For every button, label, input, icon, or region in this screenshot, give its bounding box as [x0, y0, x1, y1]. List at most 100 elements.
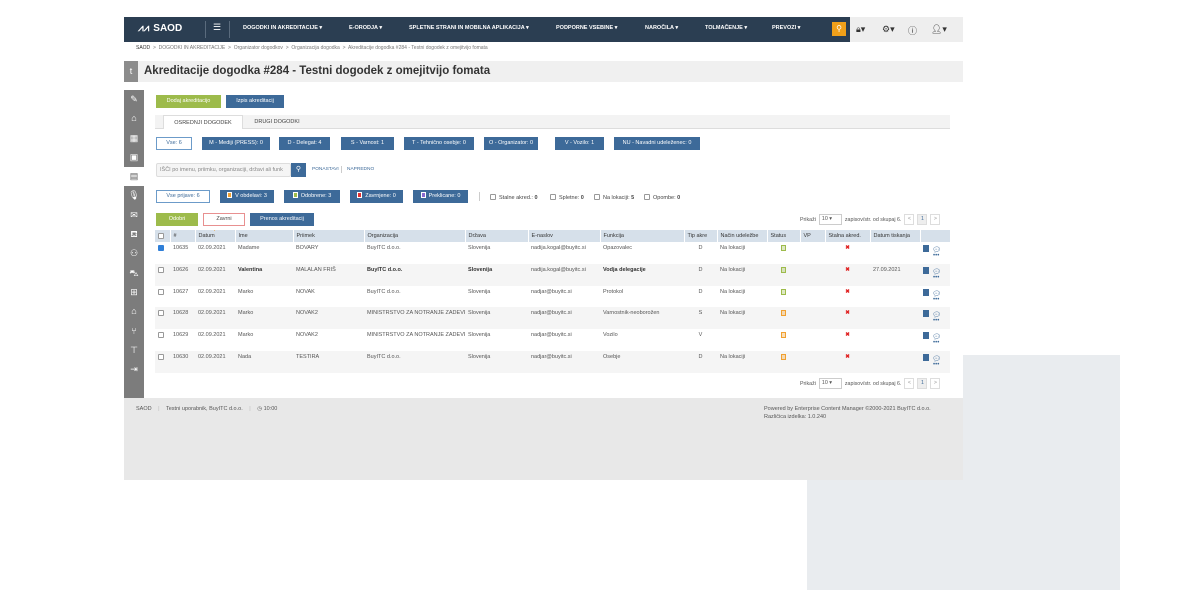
page-1-button[interactable]: 1	[917, 214, 928, 225]
more-icon[interactable]: •••	[933, 274, 940, 281]
table-row[interactable]: 10629 02.09.2021 Marko NOVAK2 MINISTRSTVO ZA…	[155, 329, 950, 351]
badge-icon[interactable]	[923, 266, 929, 274]
status-processing[interactable]: V obdelavi: 3	[220, 190, 274, 203]
row-checkbox[interactable]	[155, 263, 170, 286]
sidebar-toggle-icon[interactable]: t	[124, 61, 138, 82]
footer-user[interactable]: Testni uporabnik, BuyITC d.o.o.	[166, 406, 243, 412]
badge-icon[interactable]	[923, 310, 929, 318]
menu-prevozi[interactable]: PREVOZI ▾	[772, 25, 801, 31]
status-rejected[interactable]: Zavrnjene: 0	[350, 190, 403, 203]
prev-page-button[interactable]: <	[904, 378, 915, 389]
people-icon[interactable]: ⚇	[129, 248, 139, 259]
status-cancelled[interactable]: Preklicane: 0	[413, 190, 468, 203]
tab-osrednji-dogodek[interactable]: OSREDNJI DOGODEK	[163, 115, 243, 129]
status-approved[interactable]: Odobrene: 3	[284, 190, 340, 203]
car-icon[interactable]: ⛍	[129, 267, 139, 278]
more-icon[interactable]: •••	[933, 253, 940, 259]
page-1-button[interactable]: 1	[917, 378, 928, 389]
column-header[interactable]: Datum▼	[195, 230, 236, 242]
signpost-icon[interactable]: ⊤	[130, 344, 138, 355]
filter-organizer[interactable]: O - Organizator: 0	[484, 137, 538, 150]
envelope-icon[interactable]: ✉	[130, 209, 138, 220]
search-icon[interactable]: ⚲	[832, 22, 846, 36]
hamburger-icon[interactable]: ☰	[213, 22, 222, 32]
filter-vehicle[interactable]: V - Vozilo: 1	[555, 137, 604, 150]
lock-icon[interactable]: 🔒︎▾	[856, 24, 866, 34]
column-header[interactable]: Funkcija	[600, 230, 685, 242]
column-header[interactable]: Organizacija	[364, 230, 466, 242]
transfer-button[interactable]: Prenos akreditacij	[250, 213, 314, 226]
table-row[interactable]: 10628 02.09.2021 Marko NOVAK2 MINISTRSTVO ZA…	[155, 307, 950, 330]
comment-icon[interactable]: 💬︎	[932, 312, 941, 320]
filter-technical[interactable]: T - Tehnično osebje: 0	[404, 137, 474, 150]
column-header[interactable]: Način udeležbe	[717, 230, 768, 242]
column-header[interactable]: Priimek	[293, 230, 365, 242]
column-header[interactable]: VP	[800, 230, 826, 242]
house-icon[interactable]: ⌂	[131, 306, 137, 317]
user-icon[interactable]: 👤︎▾	[931, 24, 947, 34]
calculator-icon[interactable]: ▦	[129, 132, 139, 143]
more-icon[interactable]: •••	[933, 361, 940, 368]
microphone-icon[interactable]: 🎙︎	[128, 190, 140, 201]
comment-icon[interactable]: 💬︎	[932, 247, 941, 254]
row-checkbox[interactable]	[155, 286, 170, 308]
row-checkbox[interactable]	[155, 307, 170, 330]
reset-link[interactable]: PONASTAVI	[312, 167, 339, 172]
logo[interactable]: ⩘⩘ SAOD	[138, 23, 183, 34]
checkbox-notes[interactable]: Opombe: 0	[644, 194, 680, 201]
gift-icon[interactable]: ⊞	[130, 286, 138, 297]
more-icon[interactable]: •••	[933, 340, 940, 347]
export-icon[interactable]: ⇥	[130, 364, 138, 375]
column-header[interactable]: Ime	[235, 230, 294, 242]
column-header[interactable]: E-naslov	[528, 230, 601, 242]
menu-podporne-vsebine[interactable]: PODPORNE VSEBINE ▾	[556, 25, 618, 31]
prev-page-button[interactable]: <	[904, 214, 915, 225]
home-icon[interactable]: ⌂	[131, 113, 137, 124]
comment-icon[interactable]: 💬︎	[932, 334, 941, 342]
badge-icon[interactable]	[923, 288, 929, 296]
checkbox-on-location[interactable]: Na lokaciji: 5	[594, 194, 634, 201]
gear-icon[interactable]: ⚙▾	[882, 24, 895, 34]
add-accreditation-button[interactable]: Dodaj akreditacijo	[156, 95, 221, 108]
more-icon[interactable]: •••	[933, 296, 940, 303]
search-button[interactable]: ⚲	[291, 163, 306, 177]
breadcrumb-item[interactable]: Organizator dogodkov	[233, 45, 283, 51]
row-checkbox[interactable]	[155, 329, 170, 351]
filter-media[interactable]: M - Mediji (PRESS): 0	[202, 137, 270, 150]
badge-icon[interactable]	[923, 245, 929, 252]
per-page-select[interactable]: 10 ▾	[818, 214, 842, 225]
menu-dogodki[interactable]: DOGODKI IN AKREDITACIJE ▾	[243, 25, 323, 31]
filter-security[interactable]: S - Varnost: 1	[341, 137, 394, 150]
select-all-checkbox[interactable]	[155, 230, 171, 242]
comment-icon[interactable]: 💬︎	[932, 355, 941, 363]
checkbox-permanent[interactable]: Stalne akred.: 0	[490, 194, 538, 201]
table-row[interactable]: 10627 02.09.2021 Marko NOVAK BuyITC d.o.o. Sl…	[155, 286, 950, 308]
breadcrumb-item[interactable]: DOGODKI IN AKREDITACIJE	[158, 45, 226, 51]
checkbox-online[interactable]: Spletne: 0	[550, 194, 584, 201]
advanced-link[interactable]: NAPREDNO	[347, 167, 375, 172]
filter-delegate[interactable]: D - Delegat: 4	[279, 137, 330, 150]
breadcrumb-item[interactable]: SAOD	[136, 45, 151, 51]
menu-narocila[interactable]: NAROČILA ▾	[645, 25, 679, 31]
restaurant-icon[interactable]: ⑂	[131, 325, 137, 336]
breadcrumb-item[interactable]: Organizacija dogodka	[291, 45, 340, 51]
table-row[interactable]: 10630 02.09.2021 Nada TESTIRA BuyITC d.o.o. S…	[155, 350, 950, 373]
column-header[interactable]: #	[170, 230, 196, 242]
menu-tolmacenje[interactable]: TOLMAČENJE ▾	[705, 25, 748, 31]
wand-icon[interactable]: ✎	[130, 94, 138, 104]
help-icon[interactable]: ⓘ	[908, 26, 918, 36]
search-input[interactable]: IŠČI po imenu, priimku, organizaciji, dr…	[156, 163, 291, 177]
column-header[interactable]: Tip akre	[684, 230, 718, 242]
menu-spletne-strani[interactable]: SPLETNE STRANI IN MOBILNA APLIKACIJA ▾	[409, 25, 529, 31]
column-header[interactable]: Datum tiskanja	[870, 230, 921, 242]
filter-regular[interactable]: NU - Navadni udeleženec: 0	[614, 137, 700, 150]
print-accreditations-button[interactable]: Izpis akreditacij	[226, 95, 284, 108]
tab-drugi-dogodki[interactable]: DRUGI DOGODKI	[254, 119, 300, 125]
column-header[interactable]: Status	[767, 230, 801, 242]
next-page-button[interactable]: >	[930, 214, 941, 225]
table-row[interactable]: 10635 02.09.2021 Madame BOVARY BuyITC d.o.o.…	[155, 242, 950, 264]
badge-icon[interactable]: ▤	[124, 167, 144, 187]
next-page-button[interactable]: >	[930, 378, 941, 389]
comment-icon[interactable]: 💬︎	[932, 268, 941, 276]
table-row[interactable]: 10626 02.09.2021 Valentina MALALAN FRIŠ BuyI…	[155, 263, 950, 286]
